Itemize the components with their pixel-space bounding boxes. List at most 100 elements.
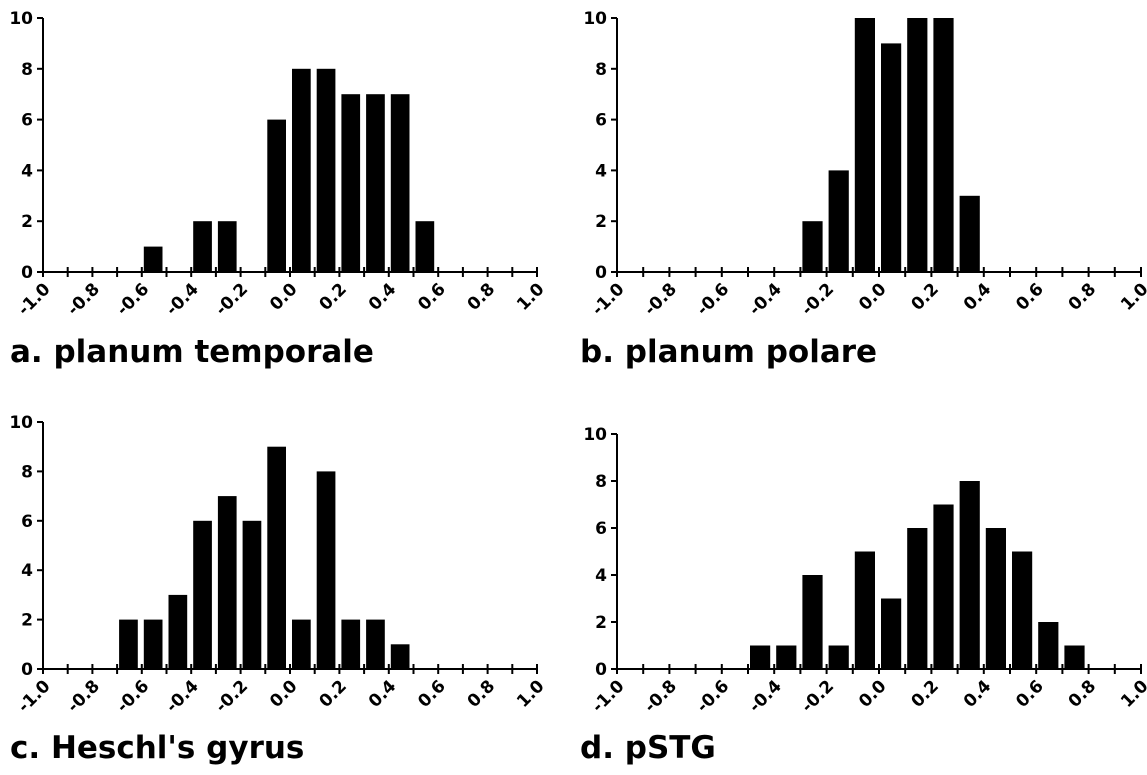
y-tick-label-d-3: 6: [595, 519, 607, 539]
x-tick-label-b-5: 0.0: [855, 279, 891, 315]
bar-d-6: [907, 528, 928, 669]
x-tick-label-c-9: 0.8: [464, 676, 499, 711]
panel-d: 0 2 4 6 8 10 -1.0 -0.8 -0.6 -0.4 -0.2 0.0 0.2 0.4 0.6 0…: [580, 425, 1147, 766]
x-tick-label-b-2: -0.6: [693, 279, 733, 319]
y-tick-label-b-2: 4: [595, 161, 607, 181]
y-tick-label-b-4: 8: [595, 60, 607, 80]
bar-c-2: [168, 594, 188, 669]
panel-caption-c: c. Heschl's gyrus: [10, 730, 304, 766]
bar-d-1: [776, 645, 797, 669]
bar-b-5: [933, 18, 954, 272]
bar-d-2: [802, 575, 823, 669]
x-tick-label-c-0: -1.0: [14, 676, 55, 717]
x-tick-label-d-1: -0.8: [641, 676, 681, 716]
bar-c-1: [143, 619, 163, 669]
y-tick-label-a-0: 0: [21, 263, 33, 283]
x-tick-label-c-8: 0.6: [414, 676, 449, 711]
bar-b-6: [959, 195, 980, 272]
x-tick-label-b-10: 1.0: [1117, 279, 1147, 315]
x-tick-label-d-8: 0.6: [1012, 676, 1047, 711]
bar-b-1: [828, 170, 849, 272]
x-tick-label-c-10: 1.0: [513, 676, 549, 712]
x-tick-label-c-1: -0.8: [64, 676, 104, 716]
y-tick-label-a-3: 6: [21, 111, 33, 131]
bar-c-7: [292, 619, 311, 669]
x-tick-label-a-4: -0.2: [212, 279, 252, 319]
bar-c-6: [267, 446, 286, 669]
bar-b-0: [802, 221, 823, 272]
bar-b-2: [854, 18, 875, 272]
x-tick-label-a-1: -0.8: [64, 279, 104, 319]
bar-d-5: [881, 598, 902, 669]
panel-caption-d: d. pSTG: [580, 730, 716, 766]
y-tick-label-b-1: 2: [595, 212, 607, 232]
x-tick-label-d-7: 0.4: [960, 676, 996, 712]
x-tick-label-b-9: 0.8: [1065, 279, 1100, 314]
x-tick-label-d-2: -0.6: [693, 676, 733, 716]
bar-a-4: [292, 68, 311, 272]
bar-d-4: [854, 551, 875, 669]
bar-c-8: [316, 471, 336, 669]
panel-c: 0 2 4 6 8 10 -1.0 -0.8 -0.6 -0.4 -0.2 0.0 0.2 0.4 0.6 0…: [9, 413, 548, 766]
x-tick-label-b-7: 0.4: [960, 279, 996, 315]
y-tick-label-c-4: 8: [21, 462, 33, 482]
bar-a-3: [267, 119, 286, 272]
y-tick-label-b-3: 6: [595, 111, 607, 131]
y-tick-label-c-0: 0: [21, 660, 33, 680]
y-tick-label-a-2: 4: [21, 161, 33, 181]
bar-d-12: [1064, 645, 1085, 669]
x-tick-label-b-6: 0.2: [907, 279, 942, 314]
bar-c-10: [366, 619, 385, 669]
x-tick-label-b-3: -0.4: [745, 279, 786, 320]
bar-c-4: [217, 496, 237, 669]
panel-b: 0 2 4 6 8 10 -1.0 -0.8 -0.6 -0.4 -0.2 0.0 0.2 0.4 0.6 0…: [580, 9, 1147, 370]
bar-a-9: [415, 221, 435, 272]
x-tick-label-b-8: 0.6: [1012, 279, 1047, 314]
y-tick-label-a-4: 8: [21, 60, 33, 80]
y-tick-label-c-5: 10: [9, 413, 33, 433]
bar-c-5: [242, 520, 262, 669]
bar-a-6: [341, 94, 361, 272]
bar-b-4: [907, 18, 928, 272]
x-tick-label-b-1: -0.8: [641, 279, 681, 319]
bar-a-1: [193, 221, 212, 272]
bar-d-7: [933, 504, 954, 669]
y-tick-label-a-1: 2: [21, 212, 33, 232]
bar-d-10: [1012, 551, 1033, 669]
bar-c-9: [341, 619, 361, 669]
x-tick-label-a-0: -1.0: [14, 279, 55, 320]
bar-b-3: [881, 43, 902, 273]
bar-a-0: [143, 246, 163, 272]
bar-d-11: [1038, 622, 1059, 669]
bar-c-3: [193, 520, 212, 669]
bar-d-3: [828, 645, 849, 669]
bar-a-2: [217, 221, 237, 272]
x-tick-label-d-9: 0.8: [1065, 676, 1100, 711]
x-tick-label-c-4: -0.2: [212, 676, 252, 716]
x-tick-label-b-0: -1.0: [588, 279, 629, 320]
x-tick-label-a-10: 1.0: [513, 279, 549, 315]
x-tick-label-c-5: 0.0: [266, 676, 302, 712]
y-tick-label-d-0: 0: [595, 660, 607, 680]
y-tick-label-c-1: 2: [21, 611, 33, 631]
x-tick-label-c-2: -0.6: [113, 676, 153, 716]
x-tick-label-d-0: -1.0: [588, 676, 629, 717]
x-tick-label-d-10: 1.0: [1117, 676, 1147, 712]
panel-caption-b: b. planum polare: [580, 334, 877, 370]
x-tick-label-a-8: 0.6: [414, 279, 449, 314]
x-tick-label-a-2: -0.6: [113, 279, 153, 319]
y-tick-label-b-5: 10: [583, 9, 607, 29]
y-tick-label-d-5: 10: [583, 425, 607, 445]
x-tick-label-d-6: 0.2: [907, 676, 942, 711]
bar-d-8: [959, 481, 980, 669]
x-tick-label-a-6: 0.2: [315, 279, 350, 314]
x-tick-label-a-3: -0.4: [162, 279, 203, 320]
panel-caption-a: a. planum temporale: [10, 334, 374, 370]
x-tick-label-d-3: -0.4: [745, 676, 786, 717]
panel-a: 0 2 4 6 8 10 -1.0 -0.8 -0.6 -0.4 -0.2 0.0 0.2 0.4 0.6 0…: [9, 9, 548, 370]
y-tick-label-a-5: 10: [9, 9, 33, 29]
bar-a-5: [316, 68, 336, 272]
bar-d-0: [750, 645, 771, 669]
y-tick-label-d-2: 4: [595, 566, 607, 586]
